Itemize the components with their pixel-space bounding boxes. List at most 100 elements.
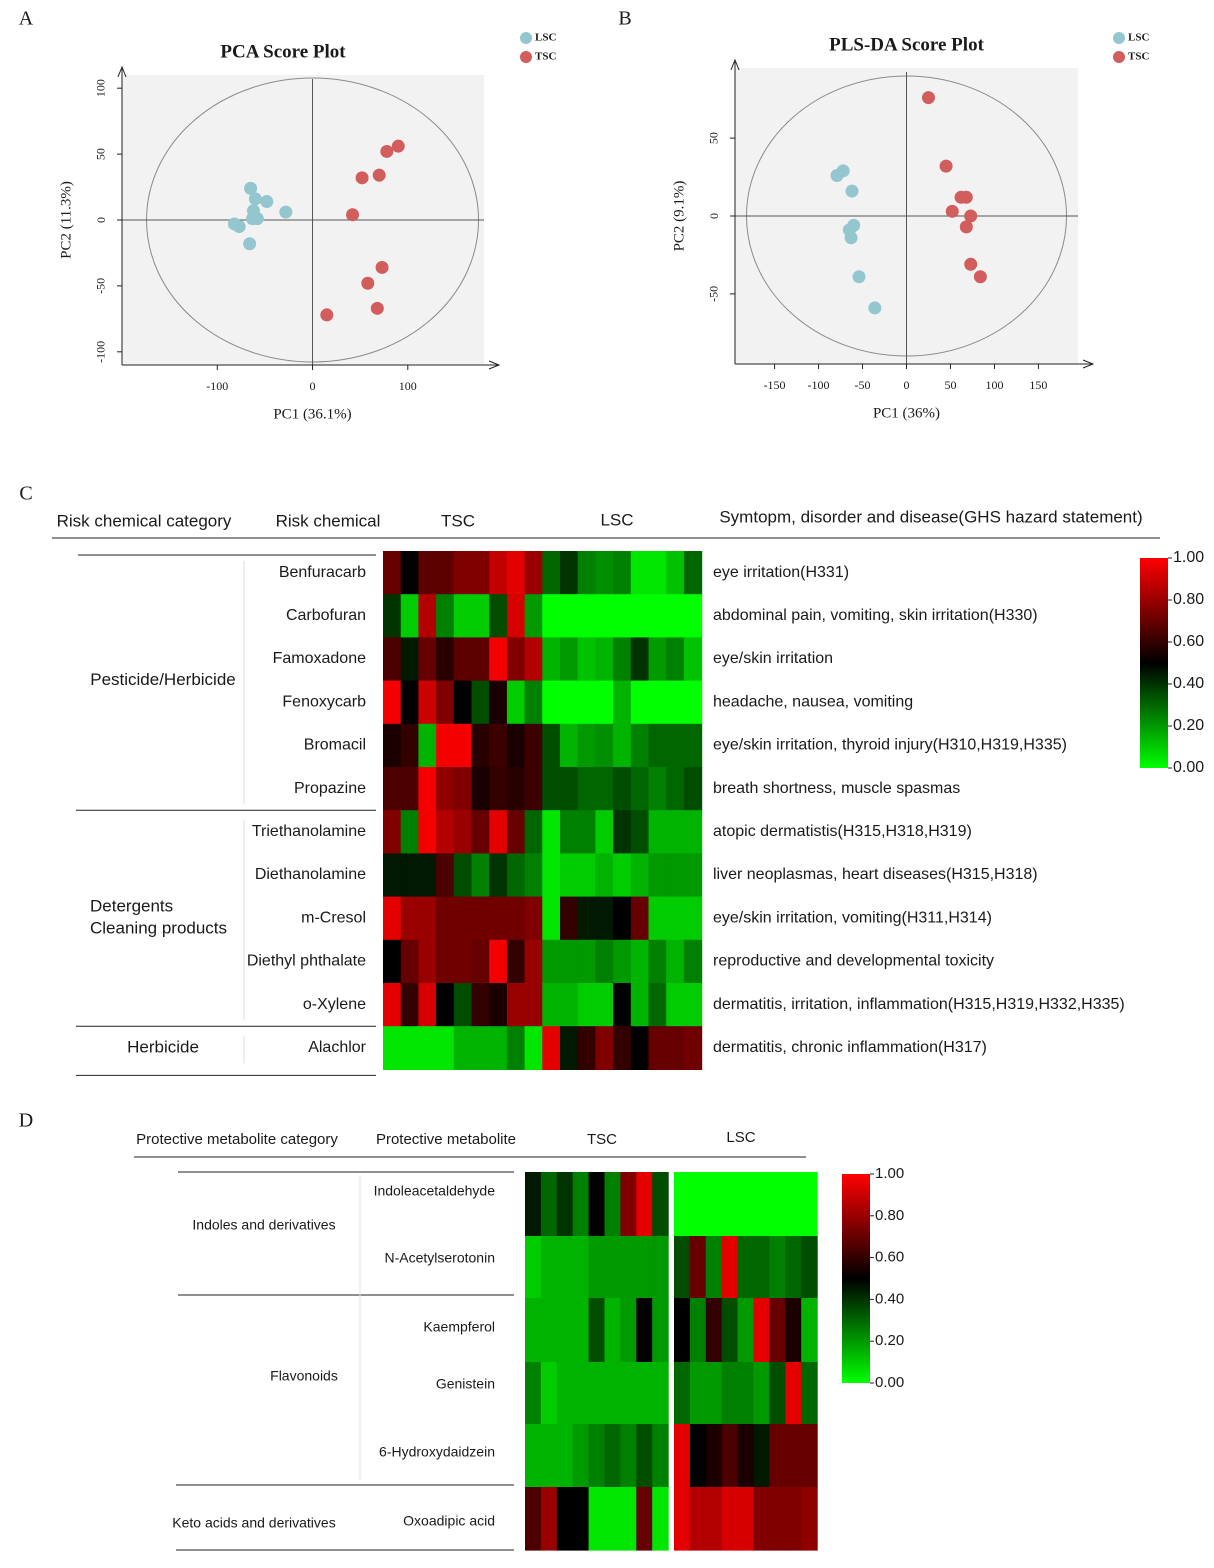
- heatmap-cell: [525, 1298, 542, 1363]
- symptom-label: headache, nausea, vomiting: [713, 693, 913, 710]
- heatmap-cell: [683, 680, 703, 725]
- legend-label: TSC: [535, 51, 556, 63]
- panel-label-c: C: [19, 483, 32, 505]
- heatmap-cell: [560, 767, 579, 811]
- heatmap-cell: [489, 551, 508, 595]
- heatmap-cell: [542, 637, 561, 682]
- heatmap-cell: [595, 810, 614, 854]
- heatmap-cell: [471, 939, 490, 984]
- point-tsc: [973, 270, 987, 284]
- heatmap-cell: [453, 983, 473, 1027]
- heatmap-cell: [400, 551, 419, 595]
- legend-marker: [1113, 51, 1125, 63]
- heatmap-cell: [542, 853, 561, 898]
- heatmap-cell: [613, 983, 632, 1027]
- heatmap-cell: [721, 1298, 739, 1363]
- x-tick-label: 0: [310, 379, 316, 393]
- heatmap-cell: [383, 637, 402, 682]
- heatmap-cell: [436, 896, 455, 941]
- heatmap-cell: [489, 680, 508, 725]
- heatmap-cell: [737, 1298, 755, 1363]
- scale-tick-label: 0.40: [1173, 675, 1204, 692]
- point-lsc: [243, 237, 257, 251]
- heatmap-cell: [489, 594, 508, 638]
- y-tick-label: 0: [94, 217, 108, 223]
- heatmap-cell: [400, 767, 419, 811]
- symptom-label: dermatitis, chronic inflammation(H317): [713, 1039, 987, 1056]
- heatmap-cell: [489, 983, 508, 1027]
- heatmap-cell: [666, 983, 685, 1027]
- x-tick-label: -50: [855, 378, 871, 392]
- heatmap-cell: [400, 1026, 419, 1070]
- point-lsc: [248, 192, 262, 206]
- heatmap-cell: [524, 680, 543, 725]
- heatmap-cell: [540, 1487, 558, 1551]
- heatmap-cell: [648, 853, 667, 898]
- heatmap-cell: [595, 896, 614, 941]
- heatmap-cell: [436, 853, 455, 898]
- heatmap-cell: [737, 1424, 755, 1488]
- heatmap-cell: [471, 983, 490, 1027]
- chart-title: PLS-DA Score Plot: [829, 34, 984, 55]
- heatmap-cell: [683, 896, 703, 941]
- heatmap-cell: [525, 1172, 542, 1237]
- x-axis-arrow: [488, 360, 501, 370]
- heatmap-cell: [613, 680, 632, 725]
- point-lsc: [844, 231, 858, 245]
- heatmap-cell: [453, 551, 473, 595]
- row-label: Genistein: [436, 1376, 495, 1392]
- heatmap-cell: [613, 767, 632, 811]
- heatmap-cell: [506, 810, 526, 854]
- heatmap-cell: [572, 1172, 590, 1237]
- heatmap-cell: [506, 1026, 526, 1070]
- heatmap-cell: [801, 1172, 818, 1237]
- heatmap-cell: [785, 1236, 802, 1299]
- row-label: Diethanolamine: [255, 866, 366, 883]
- heatmap-cell: [666, 637, 685, 682]
- heatmap-cell: [540, 1424, 558, 1488]
- y-axis-arrow: [117, 65, 127, 78]
- symptom-label: eye/skin irritation, vomiting(H311,H314): [713, 909, 992, 926]
- header-tsc: TSC: [587, 1131, 617, 1148]
- heatmap-cell: [620, 1487, 637, 1551]
- symptom-label: atopic dermatistis(H315,H318,H319): [713, 823, 972, 840]
- heatmap-cell: [524, 939, 543, 984]
- heatmap-cell: [577, 594, 596, 638]
- heatmap-cell: [648, 637, 667, 682]
- heatmap-cell: [785, 1172, 802, 1237]
- x-tick-label: 0: [904, 378, 910, 392]
- heatmap-cell: [648, 551, 667, 595]
- heatmap-cell: [595, 637, 614, 682]
- heatmap-cell: [489, 939, 508, 984]
- row-label: Alachlor: [308, 1039, 366, 1056]
- heatmap-cell: [560, 594, 579, 638]
- heatmap-cell: [666, 767, 685, 811]
- heatmap-cell: [524, 810, 543, 854]
- heatmap-cell: [683, 767, 703, 811]
- group-label: Keto acids and derivatives: [172, 1515, 335, 1531]
- heatmap-cell: [524, 551, 543, 595]
- heatmap-cell: [506, 983, 526, 1027]
- symptom-label: breath shortness, muscle spasmas: [713, 780, 960, 797]
- y-tick-label: 100: [94, 79, 108, 97]
- heatmap-cell: [383, 594, 402, 638]
- heatmap-cell: [560, 853, 579, 898]
- heatmap-cell: [595, 1026, 614, 1070]
- heatmap-cell: [524, 594, 543, 638]
- heatmap-cell: [683, 939, 703, 984]
- point-tsc: [346, 208, 360, 222]
- y-tick-label: 0: [707, 213, 721, 219]
- heatmap-cell: [524, 723, 543, 768]
- row-label: Diethyl phthalate: [247, 953, 366, 970]
- heatmap-cell: [572, 1298, 590, 1363]
- heatmap-cell: [588, 1487, 606, 1551]
- heatmap-cell: [689, 1424, 707, 1488]
- heatmap-cell: [801, 1298, 818, 1363]
- heatmap-cell: [769, 1236, 786, 1299]
- heatmap-cell: [560, 723, 579, 768]
- heatmap-cell: [383, 767, 402, 811]
- group-label: Cleaning products: [90, 919, 227, 938]
- row-label: Kaempferol: [423, 1319, 495, 1335]
- heatmap-cell: [525, 1424, 542, 1488]
- heatmap-cell: [400, 637, 419, 682]
